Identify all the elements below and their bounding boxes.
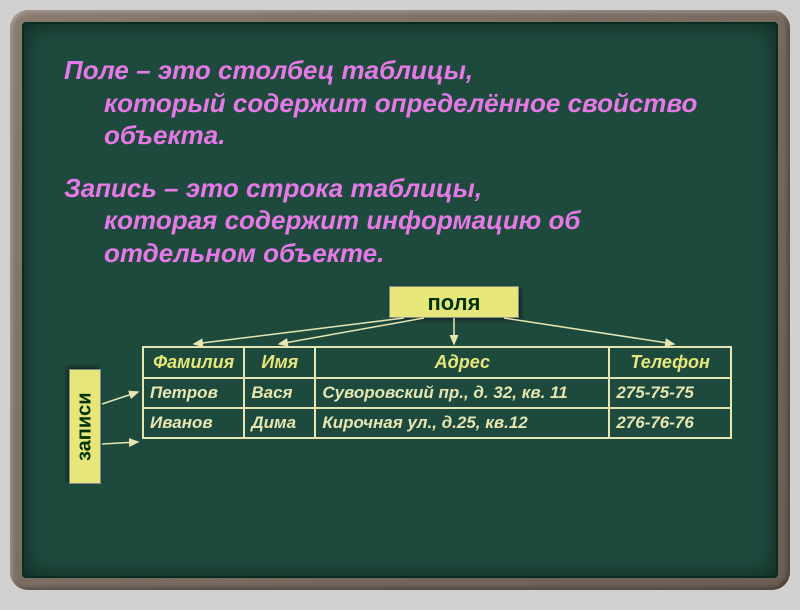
- board-frame: Поле – это столбец таблицы, который соде…: [10, 10, 790, 590]
- cell-phone: 275-75-75: [609, 378, 731, 408]
- table-header-row: Фамилия Имя Адрес Телефон: [143, 347, 731, 378]
- header-address: Адрес: [315, 347, 609, 378]
- definition-record-first: Запись – это строка таблицы,: [64, 173, 482, 203]
- cell-surname: Иванов: [143, 408, 244, 438]
- data-table: Фамилия Имя Адрес Телефон Петров Вася Су…: [142, 346, 732, 439]
- cell-address: Суворовский пр., д. 32, кв. 11: [315, 378, 609, 408]
- cell-address: Кирочная ул., д.25, кв.12: [315, 408, 609, 438]
- cell-phone: 276-76-76: [609, 408, 731, 438]
- definition-record-rest: которая содержит информацию об отдельном…: [64, 204, 736, 269]
- label-fields: поля: [389, 286, 519, 318]
- chalkboard: Поле – это столбец таблицы, который соде…: [22, 22, 778, 578]
- cell-surname: Петров: [143, 378, 244, 408]
- label-records: записи: [69, 369, 101, 484]
- definition-record: Запись – это строка таблицы, которая сод…: [64, 172, 736, 270]
- definition-field-rest: который содержит определённое свойство о…: [64, 87, 736, 152]
- definition-field: Поле – это столбец таблицы, который соде…: [64, 54, 736, 152]
- diagram-area: поля записи Фа: [64, 294, 736, 494]
- definition-field-first: Поле – это столбец таблицы,: [64, 55, 473, 85]
- cell-name: Вася: [244, 378, 315, 408]
- table-row: Иванов Дима Кирочная ул., д.25, кв.12 27…: [143, 408, 731, 438]
- cell-name: Дима: [244, 408, 315, 438]
- header-name: Имя: [244, 347, 315, 378]
- table-row: Петров Вася Суворовский пр., д. 32, кв. …: [143, 378, 731, 408]
- header-phone: Телефон: [609, 347, 731, 378]
- header-surname: Фамилия: [143, 347, 244, 378]
